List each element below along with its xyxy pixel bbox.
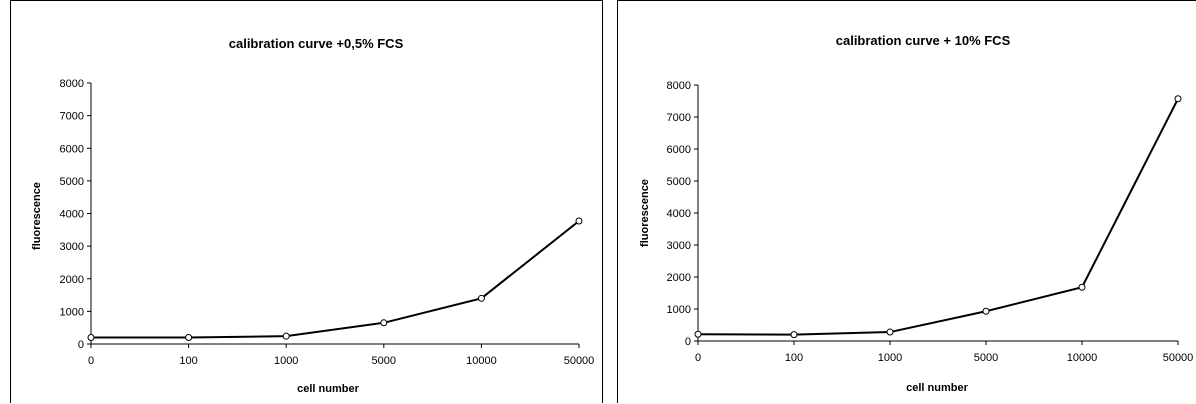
y-tick-label: 6000: [667, 144, 691, 156]
chart-title: calibration curve +0,5% FCS: [229, 36, 404, 51]
x-tick-label: 0: [695, 352, 701, 364]
y-tick-label: 5000: [667, 176, 691, 188]
x-tick-label: 5000: [974, 352, 998, 364]
chart-panel-right: calibration curve + 10% FCS fluorescence…: [617, 0, 1196, 403]
y-tick-label: 6000: [60, 143, 84, 155]
y-tick-label: 7000: [667, 112, 691, 124]
x-tick-label: 10000: [1067, 352, 1098, 364]
y-tick-label: 7000: [60, 111, 84, 123]
data-point: [694, 330, 702, 338]
data-point: [477, 294, 485, 302]
x-tick-label: 0: [88, 355, 94, 367]
data-point: [886, 328, 894, 336]
y-tick-label: 0: [78, 339, 84, 351]
data-point: [575, 217, 583, 225]
y-tick-label: 2000: [60, 274, 84, 286]
data-point: [185, 333, 193, 341]
x-axis-label: cell number: [906, 382, 968, 394]
data-point: [1078, 283, 1086, 291]
plot-area: 0 1000 2000 3000 4000 5000 6000 7000 8000 0 100 100…: [667, 80, 1194, 364]
y-tick-label: 5000: [60, 176, 84, 188]
chart-panel-left: calibration curve +0,5% FCS fluorescence…: [10, 0, 603, 403]
data-point: [87, 333, 95, 341]
data-point: [982, 307, 990, 315]
y-tick-label: 1000: [60, 306, 84, 318]
y-tick-label: 0: [685, 336, 691, 348]
y-axis-label: fluorescence: [639, 179, 651, 247]
x-tick-label: 5000: [372, 355, 396, 367]
x-tick-label: 100: [179, 355, 197, 367]
y-tick-label: 8000: [667, 80, 691, 92]
data-point: [282, 332, 290, 340]
y-tick-label: 3000: [60, 241, 84, 253]
x-axis-label: cell number: [297, 383, 359, 395]
y-axis-label: fluorescence: [31, 182, 43, 250]
data-point: [790, 331, 798, 339]
y-tick-label: 4000: [667, 208, 691, 220]
x-tick-label: 100: [785, 352, 803, 364]
chart-right-svg: calibration curve + 10% FCS fluorescence…: [639, 33, 1194, 394]
data-point: [1174, 95, 1182, 103]
y-tick-label: 4000: [60, 209, 84, 221]
x-tick-label: 10000: [466, 355, 497, 367]
y-tick-label: 3000: [667, 240, 691, 252]
x-tick-label: 1000: [274, 355, 298, 367]
series-line: [697, 98, 1179, 336]
y-tick-label: 1000: [667, 304, 691, 316]
x-tick-label: 50000: [1163, 352, 1194, 364]
y-tick-label: 8000: [60, 78, 84, 90]
chart-title: calibration curve + 10% FCS: [836, 33, 1011, 48]
series-line: [91, 220, 580, 339]
plot-area: 0 1000 2000 3000 4000 5000 6000 7000 8000 0 100 100…: [60, 78, 595, 367]
y-tick-label: 2000: [667, 272, 691, 284]
chart-left-svg: calibration curve +0,5% FCS fluorescence…: [31, 36, 595, 395]
x-tick-label: 1000: [878, 352, 902, 364]
x-tick-label: 50000: [564, 355, 595, 367]
data-point: [380, 319, 388, 327]
